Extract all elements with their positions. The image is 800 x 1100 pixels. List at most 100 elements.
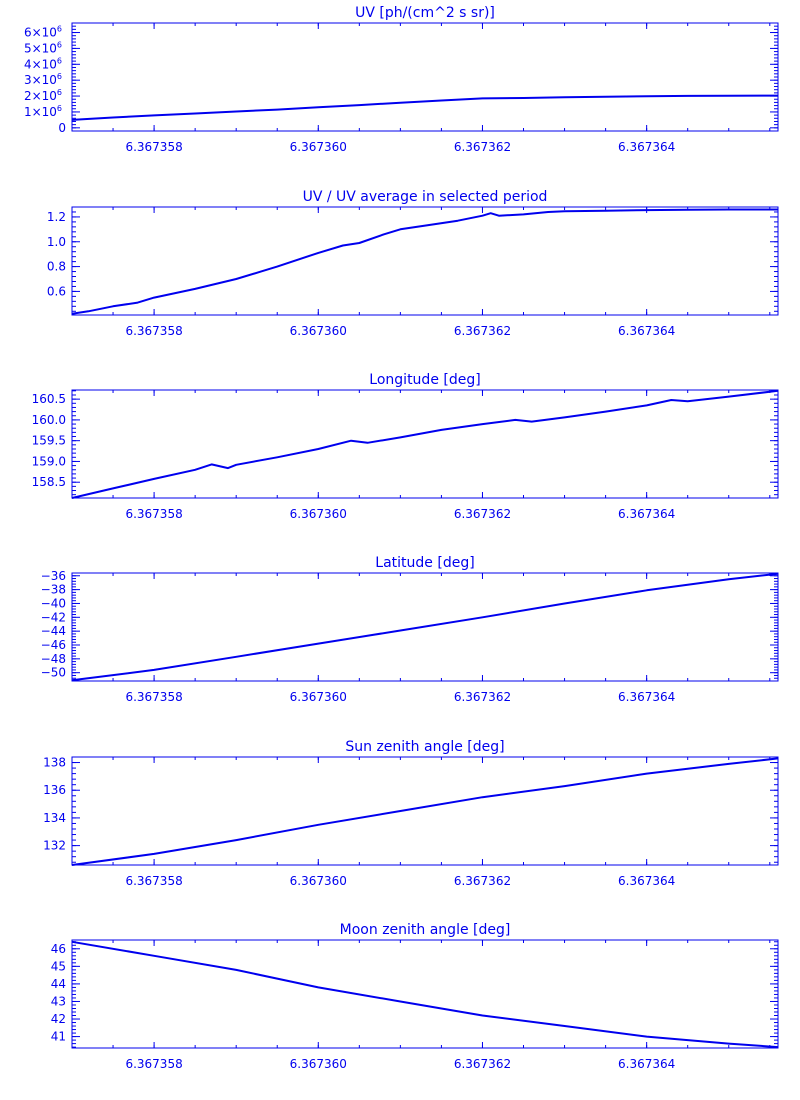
y-tick-label-base: 1.2	[47, 210, 66, 224]
chart-title: Moon zenith angle [deg]	[340, 922, 511, 938]
x-tick-label: 6.367358	[125, 324, 182, 338]
y-tick-label-base: 0.8	[47, 260, 66, 274]
chart-title: UV [ph/(cm^2 s sr)]	[355, 5, 495, 21]
y-tick-label: 0.8	[47, 260, 66, 274]
y-tick-label: 45	[51, 959, 66, 973]
y-tick-label: 1×106	[24, 104, 62, 119]
y-tick-label: 0.6	[47, 284, 66, 298]
y-tick-label-base: −38	[41, 583, 66, 597]
y-tick-label-exponent: 6	[57, 56, 62, 65]
x-tick-label: 6.367362	[454, 690, 511, 704]
y-tick-label: 3×106	[24, 72, 62, 87]
panel-3: Longitude [deg] 6.367358 6.367360 6.367362 6…	[32, 372, 779, 521]
y-tick-label: 132	[43, 839, 66, 853]
y-tick-label-base: 136	[43, 783, 66, 797]
x-tick-label: 6.367364	[618, 140, 675, 154]
plot-frame	[71, 756, 779, 866]
chart-title: Longitude [deg]	[369, 372, 480, 388]
y-tick-label: 159.5	[32, 434, 66, 448]
x-tick-label: 6.367358	[125, 690, 182, 704]
plot-frame	[71, 206, 779, 316]
x-tick-label: 6.367362	[454, 324, 511, 338]
x-tick-label: 6.367362	[454, 1057, 511, 1071]
y-tick-label-base: −42	[41, 610, 66, 624]
y-tick-label-base: −50	[41, 666, 66, 680]
y-tick-label: 158.5	[32, 475, 66, 489]
y-tick-label-exponent: 6	[57, 72, 62, 81]
y-tick-label: −44	[41, 624, 66, 638]
panel-6: Moon zenith angle [deg] 6.367358 6.367360 6…	[51, 922, 779, 1071]
y-tick-label-base: 46	[51, 942, 66, 956]
panel-2: UV / UV average in selected period 6.3673…	[47, 189, 779, 338]
y-tick-label: 41	[51, 1030, 66, 1044]
y-tick-label-base: 4×10	[24, 57, 57, 71]
y-tick-label: −38	[41, 583, 66, 597]
y-tick-label-base: 0.6	[47, 284, 66, 298]
x-tick-label: 6.367360	[290, 324, 347, 338]
y-tick-label-base: −44	[41, 624, 66, 638]
y-tick-label-base: 44	[51, 977, 66, 991]
y-tick-label-base: 41	[51, 1030, 66, 1044]
y-tick-label-exponent: 6	[57, 104, 62, 113]
x-tick-label: 6.367360	[290, 507, 347, 521]
y-tick-label-exponent: 6	[57, 40, 62, 49]
y-tick-label: 160.5	[32, 392, 66, 406]
y-tick-label-base: −46	[41, 638, 66, 652]
y-tick-label: −40	[41, 596, 66, 610]
x-tick-label: 6.367360	[290, 140, 347, 154]
y-tick-label-exponent: 6	[57, 88, 62, 97]
y-tick-label-base: 3×10	[24, 73, 57, 87]
x-tick-label: 6.367360	[290, 1057, 347, 1071]
x-tick-label: 6.367364	[618, 324, 675, 338]
chart-title: UV / UV average in selected period	[303, 189, 548, 205]
y-tick-label-base: 158.5	[32, 475, 66, 489]
x-tick-label: 6.367358	[125, 140, 182, 154]
data-series-line	[71, 572, 779, 682]
x-tick-label: 6.367358	[125, 1057, 182, 1071]
y-tick-label: 42	[51, 1012, 66, 1026]
x-tick-label: 6.367358	[125, 874, 182, 888]
y-tick-label-base: 159.0	[32, 454, 66, 468]
y-tick-label: 6×106	[24, 25, 62, 40]
y-tick-label: 138	[43, 756, 66, 770]
plot-frame	[71, 939, 779, 1049]
y-tick-label: −48	[41, 652, 66, 666]
x-tick-label: 6.367364	[618, 1057, 675, 1071]
y-tick-label: 1.0	[47, 235, 66, 249]
x-tick-label: 6.367364	[618, 690, 675, 704]
y-tick-label: 46	[51, 942, 66, 956]
data-series-line	[71, 94, 779, 121]
y-tick-label: 2×106	[24, 88, 62, 103]
data-series-line	[71, 389, 779, 499]
y-tick-label: −50	[41, 666, 66, 680]
y-tick-label: −42	[41, 610, 66, 624]
x-tick-label: 6.367364	[618, 507, 675, 521]
y-tick-label: 43	[51, 994, 66, 1008]
x-tick-label: 6.367362	[454, 140, 511, 154]
y-tick-label-base: 159.5	[32, 434, 66, 448]
data-series-line	[71, 757, 779, 866]
x-tick-label: 6.367362	[454, 874, 511, 888]
panel-5: Sun zenith angle [deg] 6.367358 6.367360 6.…	[43, 739, 779, 888]
y-tick-label: 5×106	[24, 40, 62, 55]
panel-1: UV [ph/(cm^2 s sr)] 6.367358 6.367360 6.367…	[24, 5, 779, 154]
y-tick-label-exponent: 6	[57, 25, 62, 34]
data-series-line	[71, 940, 779, 1049]
y-tick-label-base: −48	[41, 652, 66, 666]
chart-title: Sun zenith angle [deg]	[345, 739, 504, 755]
x-tick-label: 6.367362	[454, 507, 511, 521]
y-tick-label-base: 43	[51, 994, 66, 1008]
y-tick-label: 0	[58, 121, 66, 135]
y-tick-label: 159.0	[32, 454, 66, 468]
y-tick-label-base: 1.0	[47, 235, 66, 249]
y-tick-label-base: 160.0	[32, 413, 66, 427]
y-tick-label: 160.0	[32, 413, 66, 427]
y-tick-label: 1.2	[47, 210, 66, 224]
y-tick-label: 134	[43, 811, 66, 825]
y-tick-label: −36	[41, 569, 66, 583]
y-tick-label-base: 0	[58, 121, 66, 135]
panel-4: Latitude [deg] 6.367358 6.367360 6.367362 6.…	[41, 555, 779, 704]
y-tick-label-base: 5×10	[24, 41, 57, 55]
x-tick-label: 6.367360	[290, 690, 347, 704]
